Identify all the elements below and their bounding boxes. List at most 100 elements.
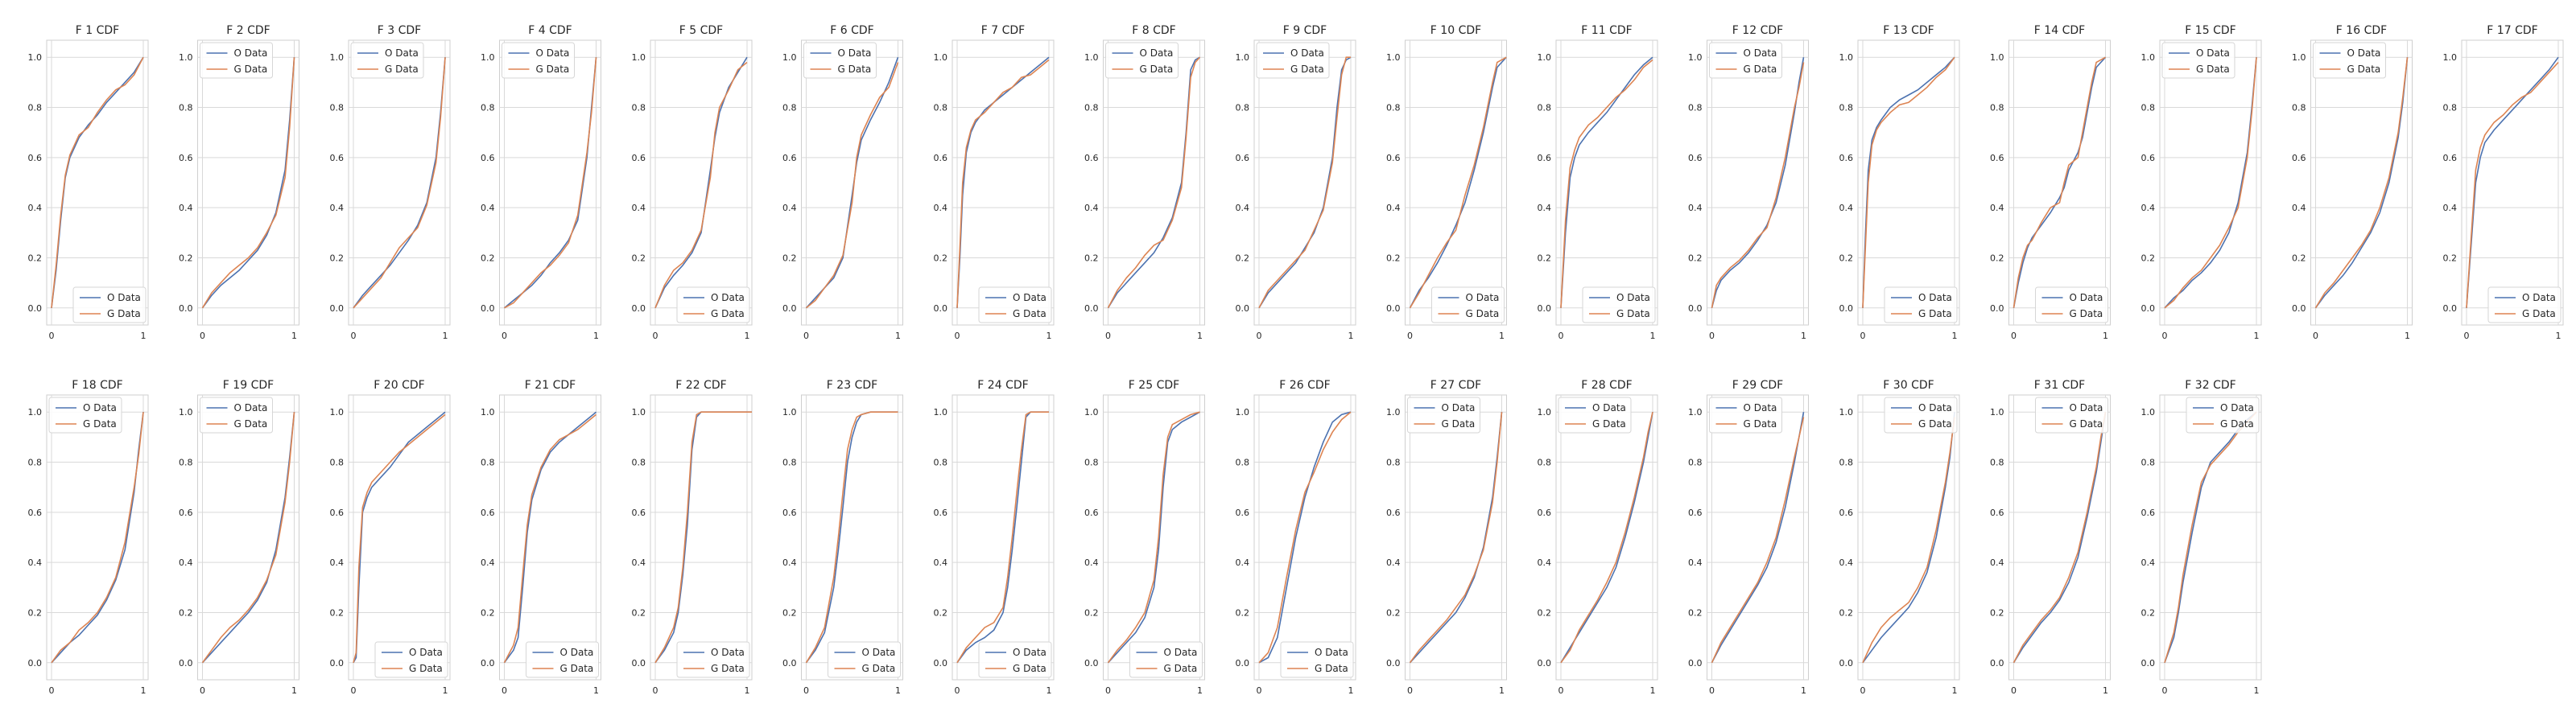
g-data-line bbox=[805, 411, 898, 664]
y-tick-label: 0.4 bbox=[2443, 203, 2458, 213]
cdf-panel: 0.0 0.2 0.4 0.6 0.8 1.0 0 1 F 17 CDF O Data G Data bbox=[2443, 24, 2564, 341]
panel-title: F 20 CDF bbox=[374, 379, 424, 392]
legend: O Data G Data bbox=[1582, 286, 1656, 323]
legend: O Data G Data bbox=[72, 286, 147, 323]
y-tick-label: 0.4 bbox=[632, 557, 646, 568]
y-tick-label: 0.4 bbox=[934, 557, 948, 568]
y-tick-label: 0.6 bbox=[1084, 508, 1099, 518]
x-tick-label: 1 bbox=[895, 331, 901, 341]
x-tick-label: 0 bbox=[2162, 331, 2168, 341]
legend: O Data G Data bbox=[2487, 286, 2562, 323]
y-tick-label: 0.0 bbox=[330, 303, 345, 314]
y-tick-label: 1.0 bbox=[2292, 52, 2306, 63]
x-tick-label: 0 bbox=[1407, 685, 1413, 696]
g-data-line bbox=[1711, 62, 1805, 308]
panel-title: F 1 CDF bbox=[76, 24, 119, 37]
x-tick-label: 1 bbox=[443, 685, 448, 696]
y-tick-label: 0.4 bbox=[1538, 557, 1552, 568]
y-tick-label: 0.2 bbox=[1084, 253, 1099, 263]
plot-frame bbox=[1857, 39, 1960, 326]
legend-label: O Data bbox=[711, 647, 745, 658]
panel-title: F 6 CDF bbox=[830, 24, 873, 37]
legend-label: G Data bbox=[1918, 308, 1952, 319]
y-tick-label: 0.2 bbox=[28, 253, 43, 263]
y-tick-label: 0.6 bbox=[1236, 508, 1250, 518]
y-tick-label: 0.4 bbox=[1839, 203, 1854, 213]
g-data-line bbox=[201, 57, 295, 309]
y-tick-label: 1.0 bbox=[2141, 407, 2156, 418]
legend: O Data G Data bbox=[1558, 397, 1632, 434]
plot-frame bbox=[197, 394, 299, 681]
y-tick-label: 0.6 bbox=[2443, 153, 2458, 163]
y-tick-label: 1.0 bbox=[1990, 52, 2004, 63]
plot-frame bbox=[2310, 39, 2413, 326]
legend: O Data G Data bbox=[1129, 641, 1203, 678]
g-data-line bbox=[1862, 56, 1955, 308]
y-tick-label: 0.2 bbox=[28, 607, 43, 618]
legend-label: G Data bbox=[1466, 308, 1500, 319]
y-tick-label: 0.8 bbox=[1386, 103, 1401, 113]
y-tick-label: 0.8 bbox=[28, 458, 43, 468]
plot-frame bbox=[1103, 39, 1205, 326]
legend-label: O Data bbox=[234, 402, 268, 413]
y-tick-label: 0.6 bbox=[179, 153, 193, 163]
y-tick-label: 1.0 bbox=[934, 52, 948, 63]
cdf-panel: 0.0 0.2 0.4 0.6 0.8 1.0 0 1 F 14 CDF O Data G Data bbox=[1990, 24, 2111, 341]
x-tick-label: 1 bbox=[1348, 685, 1354, 696]
legend: O Data G Data bbox=[978, 286, 1052, 323]
y-tick-label: 0.6 bbox=[330, 153, 345, 163]
y-tick-label: 0.8 bbox=[179, 458, 193, 468]
x-tick-label: 0 bbox=[803, 685, 809, 696]
legend-label: G Data bbox=[1013, 663, 1046, 674]
y-tick-label: 0.0 bbox=[1990, 658, 2004, 668]
legend-label: G Data bbox=[2220, 418, 2254, 430]
y-tick-label: 0.4 bbox=[1084, 203, 1099, 213]
x-tick-label: 1 bbox=[1499, 685, 1505, 696]
y-tick-label: 0.2 bbox=[782, 253, 797, 263]
legend-label: O Data bbox=[1164, 647, 1198, 658]
o-data-line bbox=[2314, 57, 2409, 309]
o-data-line bbox=[2013, 412, 2107, 664]
y-tick-label: 0.2 bbox=[782, 607, 797, 618]
legend-label: O Data bbox=[1315, 647, 1348, 658]
cdf-panel: 0.0 0.2 0.4 0.6 0.8 1.0 0 1 F 27 CDF O Data G Data bbox=[1386, 379, 1507, 696]
g-data-line bbox=[1258, 411, 1352, 664]
legend-label: O Data bbox=[1616, 292, 1650, 303]
y-tick-label: 0.6 bbox=[1688, 153, 1703, 163]
legend-label: G Data bbox=[838, 64, 872, 75]
x-tick-label: 1 bbox=[1348, 331, 1354, 341]
o-data-line bbox=[353, 411, 446, 664]
y-tick-label: 0.4 bbox=[2141, 557, 2156, 568]
y-tick-label: 1.0 bbox=[934, 407, 948, 418]
y-tick-label: 0.4 bbox=[1236, 203, 1250, 213]
o-data-line bbox=[1107, 56, 1200, 309]
x-tick-label: 0 bbox=[955, 685, 960, 696]
plot-frame bbox=[650, 394, 753, 681]
plot-frame bbox=[499, 394, 601, 681]
y-tick-label: 0.0 bbox=[2443, 303, 2458, 314]
legend-label: O Data bbox=[1140, 47, 1174, 59]
y-tick-label: 0.2 bbox=[179, 607, 193, 618]
y-tick-label: 0.8 bbox=[481, 458, 495, 468]
panel-title: F 4 CDF bbox=[528, 24, 572, 37]
cdf-panel: 0.0 0.2 0.4 0.6 0.8 1.0 0 1 F 5 CDF O Data G Data bbox=[632, 24, 753, 341]
legend: O Data G Data bbox=[1256, 42, 1330, 79]
g-data-line bbox=[51, 412, 144, 664]
x-tick-label: 0 bbox=[1860, 331, 1866, 341]
g-data-line bbox=[1560, 412, 1653, 664]
plot-frame bbox=[1857, 394, 1960, 681]
y-tick-label: 1.0 bbox=[1839, 407, 1854, 418]
g-data-line bbox=[51, 56, 144, 308]
y-tick-label: 0.4 bbox=[1688, 203, 1703, 213]
legend-label: G Data bbox=[1140, 64, 1174, 75]
x-tick-label: 0 bbox=[2162, 685, 2168, 696]
x-tick-label: 0 bbox=[2011, 685, 2017, 696]
legend-label: O Data bbox=[1013, 292, 1046, 303]
y-tick-label: 0.0 bbox=[330, 658, 345, 668]
x-tick-label: 0 bbox=[1105, 685, 1111, 696]
plot-frame bbox=[1555, 394, 1658, 681]
y-tick-label: 0.4 bbox=[28, 203, 43, 213]
y-tick-label: 1.0 bbox=[632, 52, 646, 63]
legend-label: G Data bbox=[1744, 64, 1777, 75]
y-tick-label: 0.0 bbox=[782, 303, 797, 314]
